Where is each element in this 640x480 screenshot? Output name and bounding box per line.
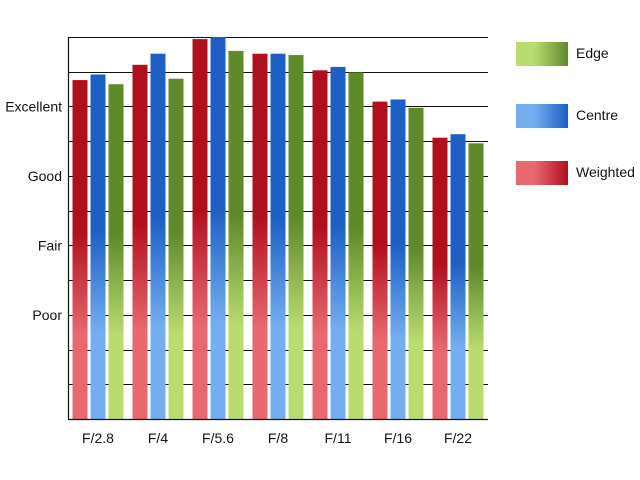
legend-swatch-weighted bbox=[516, 161, 568, 185]
x-tick-label-f-2-8: F/2.8 bbox=[82, 430, 114, 446]
bar-centre-f-22 bbox=[450, 134, 466, 419]
x-tick-labels: F/2.8 F/4 F/5.6 F/8 F/11 F/16 F/22 bbox=[82, 430, 472, 446]
bar-centre-f-16 bbox=[390, 99, 406, 419]
bar-weighted-f-8 bbox=[252, 53, 268, 419]
legend-swatch-edge bbox=[516, 42, 568, 66]
x-tick-label-f-22: F/22 bbox=[444, 430, 472, 446]
legend-item-edge: Edge bbox=[516, 40, 640, 68]
bar-weighted-f-22 bbox=[432, 137, 448, 419]
legend-label-centre: Centre bbox=[576, 107, 619, 123]
bar-edge-f-11 bbox=[348, 72, 364, 420]
bar-weighted-f-4 bbox=[132, 64, 148, 420]
x-tick-label-f-11: F/11 bbox=[325, 430, 352, 446]
bar-edge-f-16 bbox=[408, 107, 424, 420]
y-tick-label-fair: Fair bbox=[38, 237, 62, 253]
legend-item-weighted: Weighted bbox=[516, 159, 640, 187]
y-tick-labels: Poor Fair Good Excellent bbox=[5, 98, 62, 322]
bar-edge-f-2-8 bbox=[108, 84, 124, 419]
x-tick-label-f-16: F/16 bbox=[384, 430, 412, 446]
legend-item-centre: Centre bbox=[516, 102, 640, 130]
bar-centre-f-8 bbox=[270, 53, 286, 419]
bar-weighted-f-5-6 bbox=[192, 39, 208, 419]
bar-edge-f-5-6 bbox=[228, 50, 244, 420]
bar-weighted-f-16 bbox=[372, 101, 388, 419]
legend-label-edge: Edge bbox=[576, 45, 609, 61]
bar-weighted-f-11 bbox=[312, 70, 328, 420]
y-tick-label-poor: Poor bbox=[32, 307, 62, 323]
bar-centre-f-2-8 bbox=[90, 74, 106, 419]
x-tick-label-f-5-6: F/5.6 bbox=[202, 430, 234, 446]
bar-edge-f-22 bbox=[468, 143, 484, 420]
y-tick-label-good: Good bbox=[28, 168, 62, 184]
x-tick-label-f-8: F/8 bbox=[268, 430, 288, 446]
legend-label-weighted: Weighted bbox=[576, 164, 635, 180]
bars bbox=[72, 37, 484, 420]
y-tick-label-excellent: Excellent bbox=[5, 98, 62, 114]
bar-centre-f-5-6 bbox=[210, 37, 226, 419]
bar-weighted-f-2-8 bbox=[72, 80, 88, 419]
bar-edge-f-8 bbox=[288, 55, 304, 419]
bar-centre-f-11 bbox=[330, 66, 346, 420]
legend-swatch-centre bbox=[516, 104, 568, 128]
bar-centre-f-4 bbox=[150, 53, 166, 419]
axes bbox=[67, 37, 488, 421]
bar-edge-f-4 bbox=[168, 78, 184, 419]
x-tick-label-f-4: F/4 bbox=[148, 430, 168, 446]
